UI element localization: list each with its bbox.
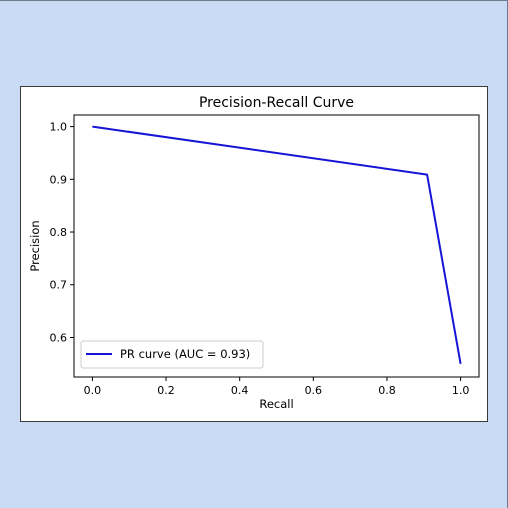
- x-tick-label: 1.0: [452, 384, 470, 397]
- y-tick-label: 0.7: [50, 279, 68, 292]
- x-axis-label: Recall: [259, 397, 293, 411]
- pr-curve-chart: Precision-Recall Curve 0.0 0.2 0.4 0.6 0.8 1.…: [28, 95, 480, 411]
- pr-curve-line: [92, 125, 462, 364]
- series-layer: [92, 125, 462, 364]
- y-tick-label: 1.0: [50, 121, 68, 134]
- legend-label: PR curve (AUC = 0.93): [120, 347, 250, 361]
- y-axis-ticks: 0.6 0.7 0.8 0.9 1.0: [50, 121, 74, 344]
- y-tick-label: 0.8: [50, 226, 68, 239]
- y-tick-label: 0.6: [50, 331, 68, 344]
- x-tick-label: 0.8: [378, 384, 396, 397]
- x-tick-label: 0.4: [231, 384, 249, 397]
- x-tick-label: 0.2: [157, 384, 175, 397]
- x-axis-ticks: 0.0 0.2 0.4 0.6 0.8 1.0: [84, 377, 470, 397]
- legend-box: [80, 340, 264, 369]
- legend: PR curve (AUC = 0.93): [80, 340, 264, 369]
- y-axis-label: Precision: [28, 220, 42, 271]
- x-tick-label: 0.0: [84, 384, 102, 397]
- chart-title: Precision-Recall Curve: [199, 95, 354, 111]
- x-tick-label: 0.6: [305, 384, 323, 397]
- figure-card: Precision-Recall Curve 0.0 0.2 0.4 0.6 0.8 1.…: [20, 86, 488, 422]
- plot-area-frame: [73, 114, 480, 378]
- y-tick-label: 0.9: [50, 173, 68, 186]
- viewport-top-border: [0, 0, 508, 1]
